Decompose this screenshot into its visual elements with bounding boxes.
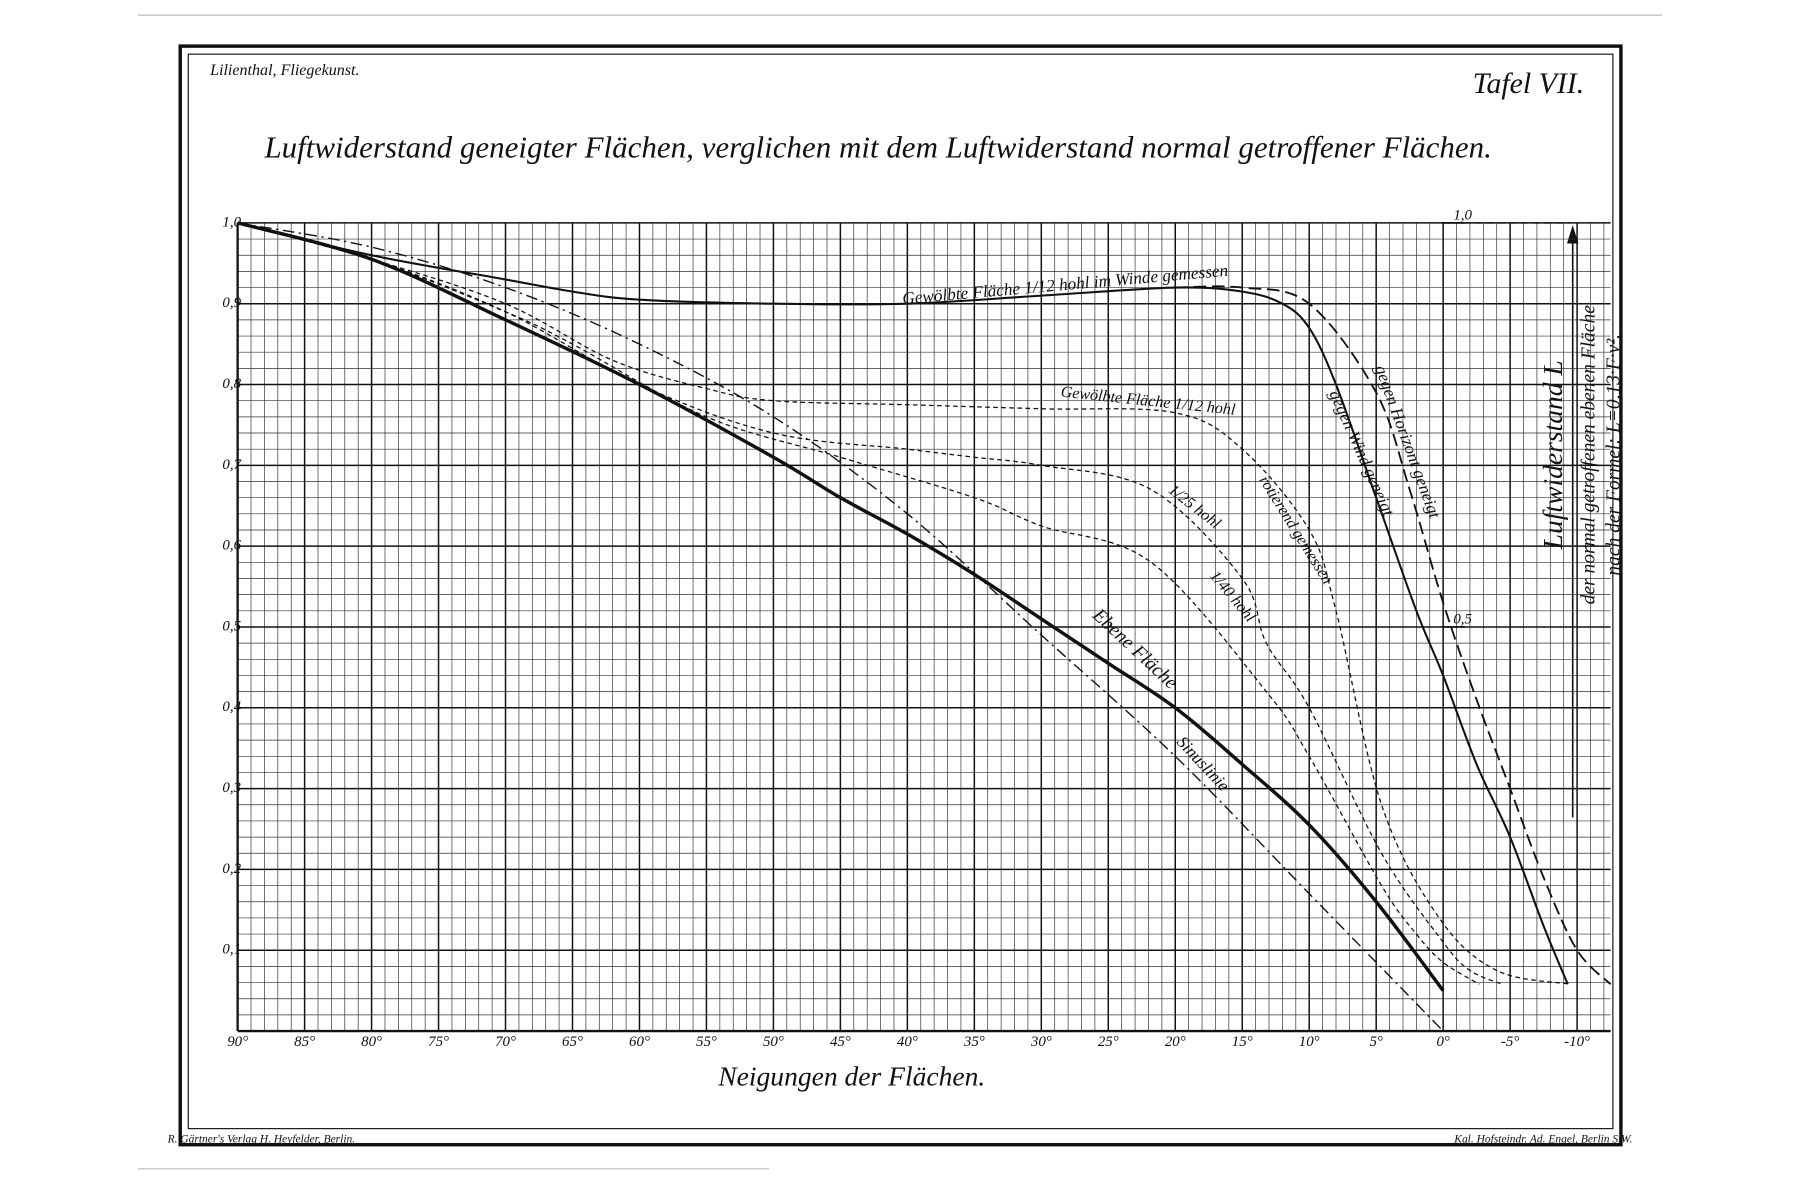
outer-frame [178,44,1623,1147]
series-line [237,222,1571,985]
header-left: Lilienthal, Fliegekunst. [209,62,359,79]
inner-frame [187,53,1614,1130]
x-tick-label: 85° [294,1034,315,1050]
y2-tick-label: 0,5 [1453,612,1472,628]
x-tick-label: 30° [1030,1034,1052,1050]
x-tick-label: 75° [428,1034,449,1050]
x-tick-label: 5° [1369,1034,1382,1050]
series-line [237,221,1445,992]
x-tick-label: 90° [227,1034,248,1050]
footer-left: R. Gärtner's Verlag H. Heyfelder, Berlin… [167,1134,356,1146]
x-tick-label: 60° [629,1034,650,1050]
y-tick-label: 0,3 [222,780,241,796]
x-tick-label: 50° [763,1034,784,1050]
chart-title: Luftwiderstand geneigter Flächen, vergli… [263,130,1491,165]
x-tick-label: 35° [963,1034,985,1050]
series-line [237,221,1569,985]
x-axis-label: Neigungen der Flächen. [717,1061,985,1092]
series-line [237,222,1444,1032]
y2-axis-label: Luftwiderstand L [1537,360,1568,550]
x-tick-label: 65° [562,1034,583,1050]
x-tick-label: -5° [1501,1034,1519,1050]
x-tick-label: -10° [1564,1034,1590,1050]
x-tick-label: 10° [1299,1034,1320,1050]
x-tick-label: 40° [897,1034,918,1050]
x-tick-label: 20° [1165,1034,1186,1050]
series-line [237,222,1503,985]
x-tick-label: 25° [1098,1034,1119,1050]
header-right: Tafel VII. [1473,67,1585,100]
grid: 90° 85° 80° 75° 70° 65° 60° 55° 50° 45° 40° 35° 30° 2… [222,207,1611,1050]
y2-axis-sublabel: der normal getroffenen ebenen Fläche [1578,305,1599,605]
x-tick-label: 80° [361,1034,382,1050]
y2-tick-label: 1,0 [1453,207,1472,223]
series-line [1175,285,1612,985]
y-tick-label: 0,1 [222,942,241,958]
x-tick-label: 45° [830,1034,851,1050]
x-tick-label: 0° [1436,1034,1449,1050]
series-line [237,222,1480,985]
x-tick-label: 70° [495,1034,516,1050]
x-tick-label: 55° [696,1034,717,1050]
y2-axis-sublabel: nach der Formel: L=0,13·F·v². [1604,334,1625,576]
x-tick-label: 15° [1232,1034,1253,1050]
footer-right: Kgl. Hofsteindr. Ad. Engel, Berlin S.W. [1453,1134,1632,1146]
